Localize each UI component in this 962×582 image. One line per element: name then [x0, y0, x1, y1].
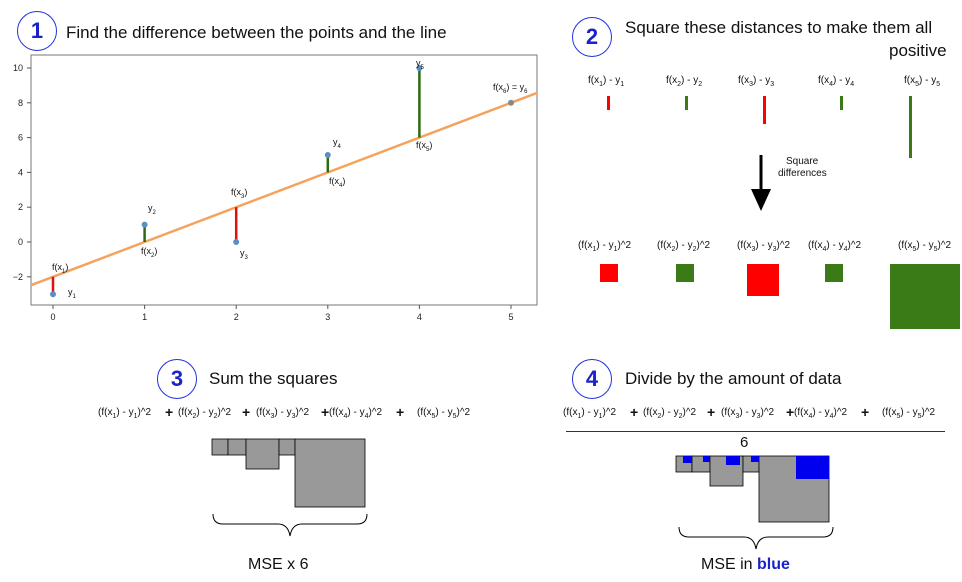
- eq-term-2: (f(x2) - y2)^2: [178, 407, 232, 420]
- squared-box-1: [600, 264, 618, 282]
- summed-squares-3: [211, 438, 366, 508]
- eq-term-3: (f(x3) - y3)^2: [256, 407, 310, 420]
- difference-label-1: f(x1) - y1: [588, 75, 625, 88]
- squared-label-1: (f(x1) - y1)^2: [578, 240, 632, 253]
- x-tick-label: 3: [325, 312, 330, 322]
- step-4-badge: 4: [572, 359, 612, 399]
- step-2-badge: 2: [572, 17, 612, 57]
- plus-sign: +: [861, 404, 870, 420]
- caption-mse-prefix: MSE in: [701, 556, 758, 573]
- data-point: [508, 99, 514, 106]
- fx4-label: f(x4): [329, 176, 345, 189]
- caption-mse-blue: MSE in blue: [701, 556, 790, 574]
- plus-sign: +: [630, 404, 639, 420]
- difference-label-3: f(x3) - y3: [738, 75, 775, 88]
- data-point: [233, 239, 240, 245]
- step-1-heading: Find the difference between the points a…: [66, 23, 447, 42]
- x-tick-label: 5: [508, 312, 513, 322]
- arrow-down-icon: [751, 155, 771, 211]
- fx2-label: f(x2): [141, 246, 157, 259]
- plus-sign: +: [321, 404, 330, 420]
- difference-bar-1: [607, 96, 610, 110]
- y-tick-label: 2: [18, 202, 23, 212]
- caption-mse-blue-word: blue: [757, 556, 790, 573]
- plot-frame: [30, 54, 538, 306]
- y5-label: y5: [416, 58, 425, 71]
- difference-bar-4: [840, 96, 843, 110]
- difference-bar-5: [909, 96, 912, 158]
- data-point: [141, 221, 148, 228]
- x-tick-label: 1: [142, 312, 147, 322]
- difference-label-5: f(x5) - y5: [904, 75, 941, 88]
- squared-box-5: [890, 264, 960, 329]
- step-3-heading: Sum the squares: [209, 369, 338, 388]
- x-tick-label: 2: [234, 312, 239, 322]
- y1-label: y1: [68, 287, 77, 300]
- fx6-label: f(x6) = y6: [493, 82, 528, 95]
- eq-term-5: (f(x5) - y5)^2: [417, 407, 471, 420]
- data-point: [50, 291, 56, 298]
- data-point: [416, 65, 423, 71]
- divisor-6: 6: [740, 434, 749, 451]
- y2-label: y2: [148, 203, 157, 216]
- step-3-badge: 3: [157, 359, 197, 399]
- eq-term-1: (f(x1) - y1)^2: [98, 407, 152, 420]
- difference-bar-3: [763, 96, 766, 124]
- difference-bar-2: [685, 96, 688, 110]
- eq-term-3: (f(x3) - y3)^2: [721, 407, 775, 420]
- y-tick-label: 4: [18, 167, 23, 177]
- caption-mse-x6: MSE x 6: [248, 556, 309, 573]
- y-tick-label: 10: [13, 63, 23, 73]
- x-tick-label: 4: [417, 312, 422, 322]
- square-caption-line1: Square: [786, 156, 819, 167]
- y-tick-label: 8: [18, 98, 23, 108]
- y-tick-label: 0: [18, 237, 23, 247]
- eq-term-2: (f(x2) - y2)^2: [643, 407, 697, 420]
- plus-sign: +: [786, 404, 795, 420]
- squared-label-3: (f(x3) - y3)^2: [737, 240, 791, 253]
- x-tick-label: 0: [50, 312, 55, 322]
- step-2-heading-line2: positive: [889, 41, 947, 60]
- y3-label: y3: [240, 248, 249, 261]
- squared-label-4: (f(x4) - y4)^2: [808, 240, 862, 253]
- eq-term-1: (f(x1) - y1)^2: [563, 407, 617, 420]
- step-1-badge: 1: [17, 11, 57, 51]
- brace-4: [678, 526, 834, 550]
- square-caption-line2: differences: [778, 168, 827, 179]
- data-point: [324, 152, 331, 158]
- fit-line: [30, 91, 538, 287]
- fx3-label: f(x3): [231, 187, 247, 200]
- plus-sign: +: [707, 404, 716, 420]
- plus-sign: +: [165, 404, 174, 420]
- step-4-heading: Divide by the amount of data: [625, 369, 842, 388]
- brace-3: [212, 513, 368, 537]
- fx1-label: f(x1): [52, 262, 68, 275]
- fx5-label: f(x5): [416, 140, 432, 153]
- squared-box-3: [747, 264, 779, 296]
- summed-squares-4: [675, 455, 830, 523]
- y4-label: y4: [333, 137, 342, 150]
- squared-box-4: [825, 264, 843, 282]
- step-2-heading-line1: Square these distances to make them all: [625, 18, 933, 37]
- fraction-bar: [566, 431, 945, 432]
- eq-term-5: (f(x5) - y5)^2: [882, 407, 936, 420]
- eq-term-4: (f(x4) - y4)^2: [794, 407, 848, 420]
- squared-label-2: (f(x2) - y2)^2: [657, 240, 711, 253]
- difference-label-4: f(x4) - y4: [818, 75, 855, 88]
- y-tick-label: 6: [18, 133, 23, 143]
- squared-label-5: (f(x5) - y5)^2: [898, 240, 952, 253]
- plus-sign: +: [396, 404, 405, 420]
- squared-box-2: [676, 264, 694, 282]
- y-tick-label: −2: [13, 272, 23, 282]
- plus-sign: +: [242, 404, 251, 420]
- scatter-plot: 10 8 6 4 2 0 −2 0 1 2 3 4 5 f(x1)y1 y2 f(x2) f(x3) y3 y4…: [13, 54, 538, 322]
- difference-label-2: f(x2) - y2: [666, 75, 703, 88]
- eq-term-4: (f(x4) - y4)^2: [329, 407, 383, 420]
